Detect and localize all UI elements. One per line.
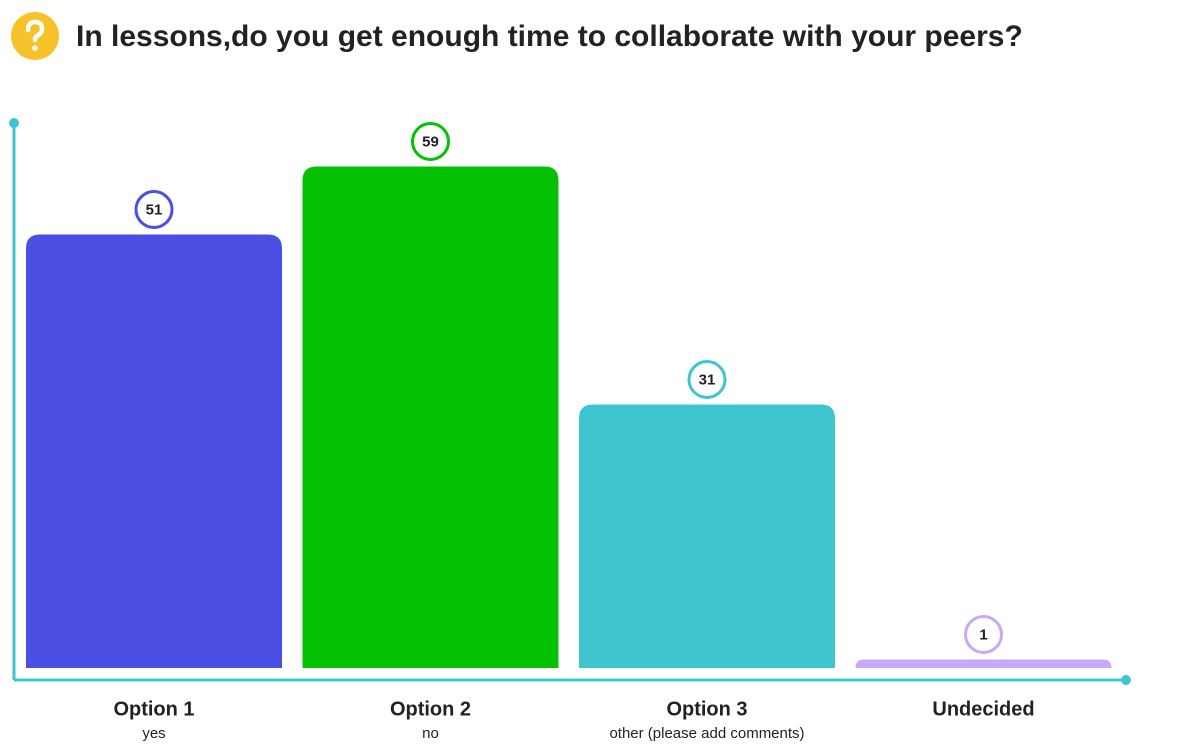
value-label: 51 — [146, 201, 163, 218]
x-tick-label: Undecided — [932, 698, 1034, 720]
axes — [9, 118, 1131, 685]
chart-title: In lessons,do you get enough time to col… — [76, 20, 1023, 53]
x-tick-label: Option 3 — [666, 698, 747, 720]
x-tick-sublabel: no — [422, 725, 439, 742]
value-badge — [687, 360, 727, 399]
value-label: 59 — [422, 133, 439, 150]
value-badge — [134, 190, 174, 229]
bar — [579, 404, 835, 668]
value-badge — [964, 615, 1003, 654]
title-icon — [11, 12, 59, 60]
value-badge — [411, 122, 450, 161]
bar — [26, 234, 282, 668]
x-tick-sublabel: other (please add comments) — [609, 725, 804, 742]
x-tick-label: Option 1 — [113, 698, 194, 720]
bar — [855, 659, 1112, 668]
value-label: 1 — [979, 626, 987, 643]
x-tick-label: Option 2 — [390, 698, 471, 720]
bar — [302, 166, 559, 668]
value-label: 31 — [699, 371, 716, 388]
x-tick-sublabel: yes — [142, 725, 165, 742]
